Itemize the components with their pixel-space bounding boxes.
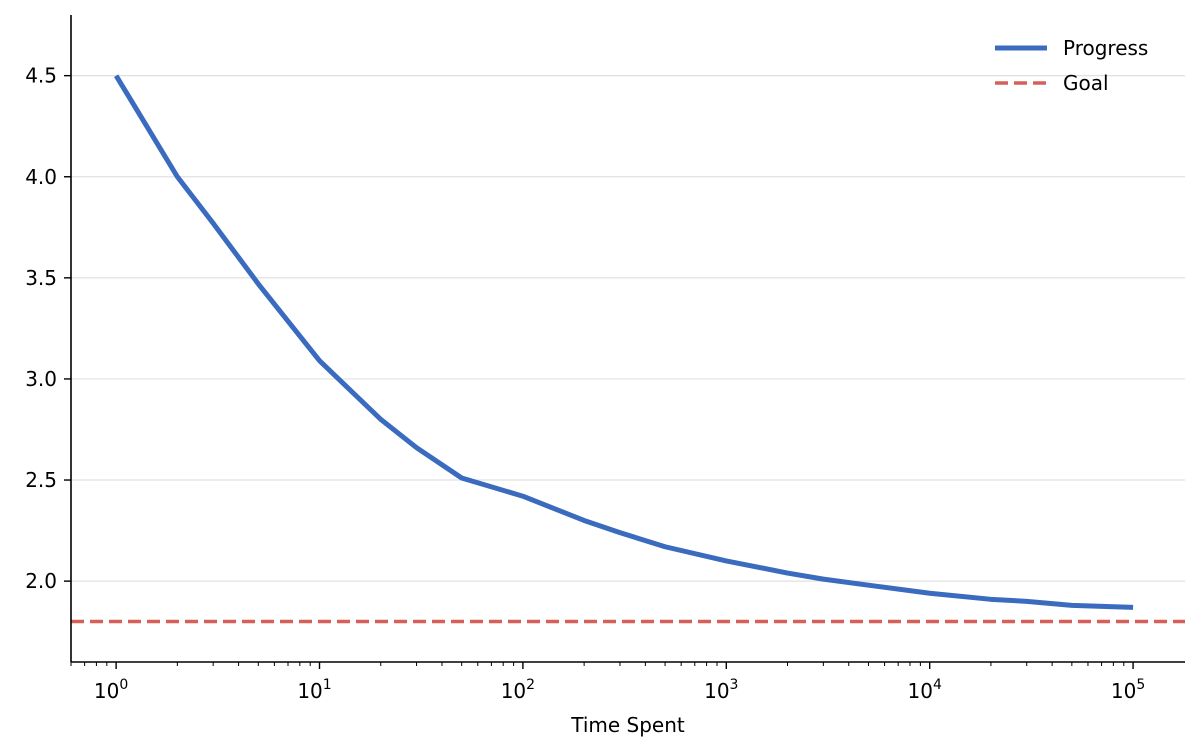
y-tick-label: 3.5 [25, 266, 57, 290]
gridlines [71, 75, 1185, 582]
y-tick-label: 2.0 [25, 569, 57, 593]
y-tick-label: 2.5 [25, 468, 57, 492]
y-tick-label: 4.0 [25, 165, 57, 189]
x-tick-label: 100 [94, 677, 128, 703]
legend: Progress Goal [995, 36, 1148, 95]
series-line-progress [113, 74, 1134, 610]
x-tick-label: 101 [297, 677, 331, 703]
y-tick-label: 3.0 [25, 367, 57, 391]
x-axis-title: Time Spent [570, 713, 685, 737]
x-tick-label: 102 [501, 677, 535, 703]
x-tick-label: 103 [704, 677, 738, 703]
axes [64, 15, 1185, 669]
x-tick-label: 105 [1111, 677, 1145, 703]
y-tick-label: 4.5 [25, 64, 57, 88]
plot-area [71, 74, 1185, 624]
tick-labels: 2.0 2.5 3.0 3.5 4.0 4.5 100 101 102 103 104 105 [25, 64, 1145, 703]
x-tick-label: 104 [908, 677, 942, 703]
legend-label-goal: Goal [1063, 71, 1109, 95]
legend-label-progress: Progress [1063, 36, 1148, 60]
